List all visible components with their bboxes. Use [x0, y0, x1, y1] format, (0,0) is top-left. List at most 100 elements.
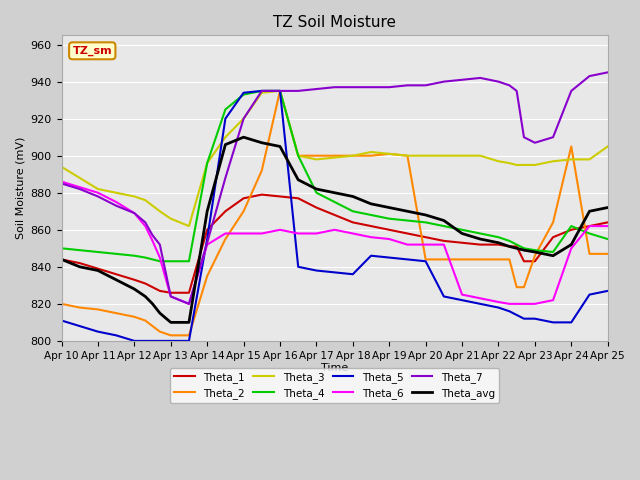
- Theta_5: [156, 338, 164, 344]
- Theta_1: [240, 195, 248, 201]
- Theta_2: [221, 236, 229, 242]
- Theta_3: [422, 153, 429, 158]
- Line: Theta_5: Theta_5: [61, 91, 608, 341]
- Theta_6: [520, 301, 528, 307]
- Theta_5: [94, 329, 102, 335]
- Theta_1: [422, 234, 429, 240]
- Theta_4: [513, 242, 520, 248]
- Theta_5: [204, 236, 211, 242]
- Theta_2: [513, 284, 520, 290]
- Theta_5: [568, 320, 575, 325]
- Theta_1: [506, 243, 513, 249]
- Theta_7: [367, 84, 375, 90]
- Theta_6: [385, 236, 393, 242]
- Theta_4: [586, 230, 593, 236]
- Theta_4: [404, 217, 412, 223]
- Theta_4: [506, 238, 513, 244]
- Theta_7: [604, 70, 612, 75]
- Theta_avg: [276, 144, 284, 149]
- Theta_6: [513, 301, 520, 307]
- Theta_5: [513, 312, 520, 318]
- Theta_2: [440, 256, 447, 262]
- Theta_6: [221, 230, 229, 236]
- Theta_avg: [586, 208, 593, 214]
- Theta_2: [331, 153, 339, 158]
- Theta_7: [294, 88, 302, 94]
- Theta_3: [185, 223, 193, 229]
- Theta_2: [94, 307, 102, 312]
- Theta_3: [385, 151, 393, 157]
- Y-axis label: Soil Moisture (mV): Soil Moisture (mV): [15, 137, 25, 240]
- Theta_5: [586, 292, 593, 298]
- Theta_3: [367, 149, 375, 155]
- Theta_7: [258, 88, 266, 94]
- Theta_6: [76, 184, 84, 190]
- Theta_7: [156, 242, 164, 248]
- Line: Theta_avg: Theta_avg: [61, 137, 608, 323]
- Theta_avg: [520, 247, 528, 253]
- Theta_7: [204, 240, 211, 246]
- Theta_5: [404, 256, 412, 262]
- Theta_4: [422, 219, 429, 225]
- Theta_7: [76, 186, 84, 192]
- Theta_1: [131, 277, 138, 283]
- Theta_1: [495, 242, 502, 248]
- Theta_7: [568, 88, 575, 94]
- Theta_3: [148, 203, 156, 209]
- Theta_6: [141, 223, 149, 229]
- Theta_3: [331, 155, 339, 160]
- Theta_6: [404, 242, 412, 248]
- Theta_1: [141, 281, 149, 287]
- Theta_4: [476, 230, 484, 236]
- Theta_avg: [312, 186, 320, 192]
- Theta_avg: [476, 236, 484, 242]
- Theta_7: [586, 73, 593, 79]
- Theta_1: [185, 290, 193, 296]
- Theta_4: [185, 258, 193, 264]
- Theta_3: [240, 116, 248, 121]
- Theta_7: [148, 232, 156, 238]
- Theta_3: [458, 153, 466, 158]
- Theta_3: [76, 175, 84, 181]
- Theta_6: [276, 227, 284, 233]
- Theta_5: [422, 258, 429, 264]
- Theta_2: [520, 284, 528, 290]
- Theta_3: [112, 190, 120, 196]
- Theta_avg: [568, 242, 575, 248]
- Theta_3: [312, 156, 320, 162]
- Theta_3: [531, 162, 539, 168]
- Theta_7: [531, 140, 539, 145]
- Theta_4: [94, 249, 102, 255]
- Theta_4: [276, 88, 284, 94]
- Theta_7: [458, 77, 466, 83]
- Theta_avg: [349, 193, 356, 199]
- Theta_4: [495, 234, 502, 240]
- Theta_1: [404, 230, 412, 236]
- Theta_3: [94, 186, 102, 192]
- Theta_6: [549, 297, 557, 303]
- Theta_5: [385, 255, 393, 261]
- Theta_7: [141, 219, 149, 225]
- Theta_avg: [404, 208, 412, 214]
- Theta_6: [476, 295, 484, 301]
- Theta_avg: [506, 243, 513, 249]
- Theta_avg: [58, 256, 65, 262]
- Theta_4: [385, 216, 393, 222]
- Theta_6: [531, 301, 539, 307]
- Theta_4: [312, 190, 320, 196]
- Theta_7: [513, 88, 520, 94]
- Theta_1: [204, 227, 211, 233]
- Theta_avg: [148, 301, 156, 307]
- Theta_5: [167, 338, 175, 344]
- Theta_2: [185, 333, 193, 338]
- Theta_4: [76, 247, 84, 253]
- Theta_6: [586, 223, 593, 229]
- Theta_3: [440, 153, 447, 158]
- Theta_7: [440, 79, 447, 84]
- Theta_2: [112, 310, 120, 316]
- Theta_2: [58, 301, 65, 307]
- Line: Theta_3: Theta_3: [61, 91, 608, 226]
- Theta_avg: [367, 201, 375, 207]
- Theta_5: [185, 338, 193, 344]
- Theta_6: [167, 294, 175, 300]
